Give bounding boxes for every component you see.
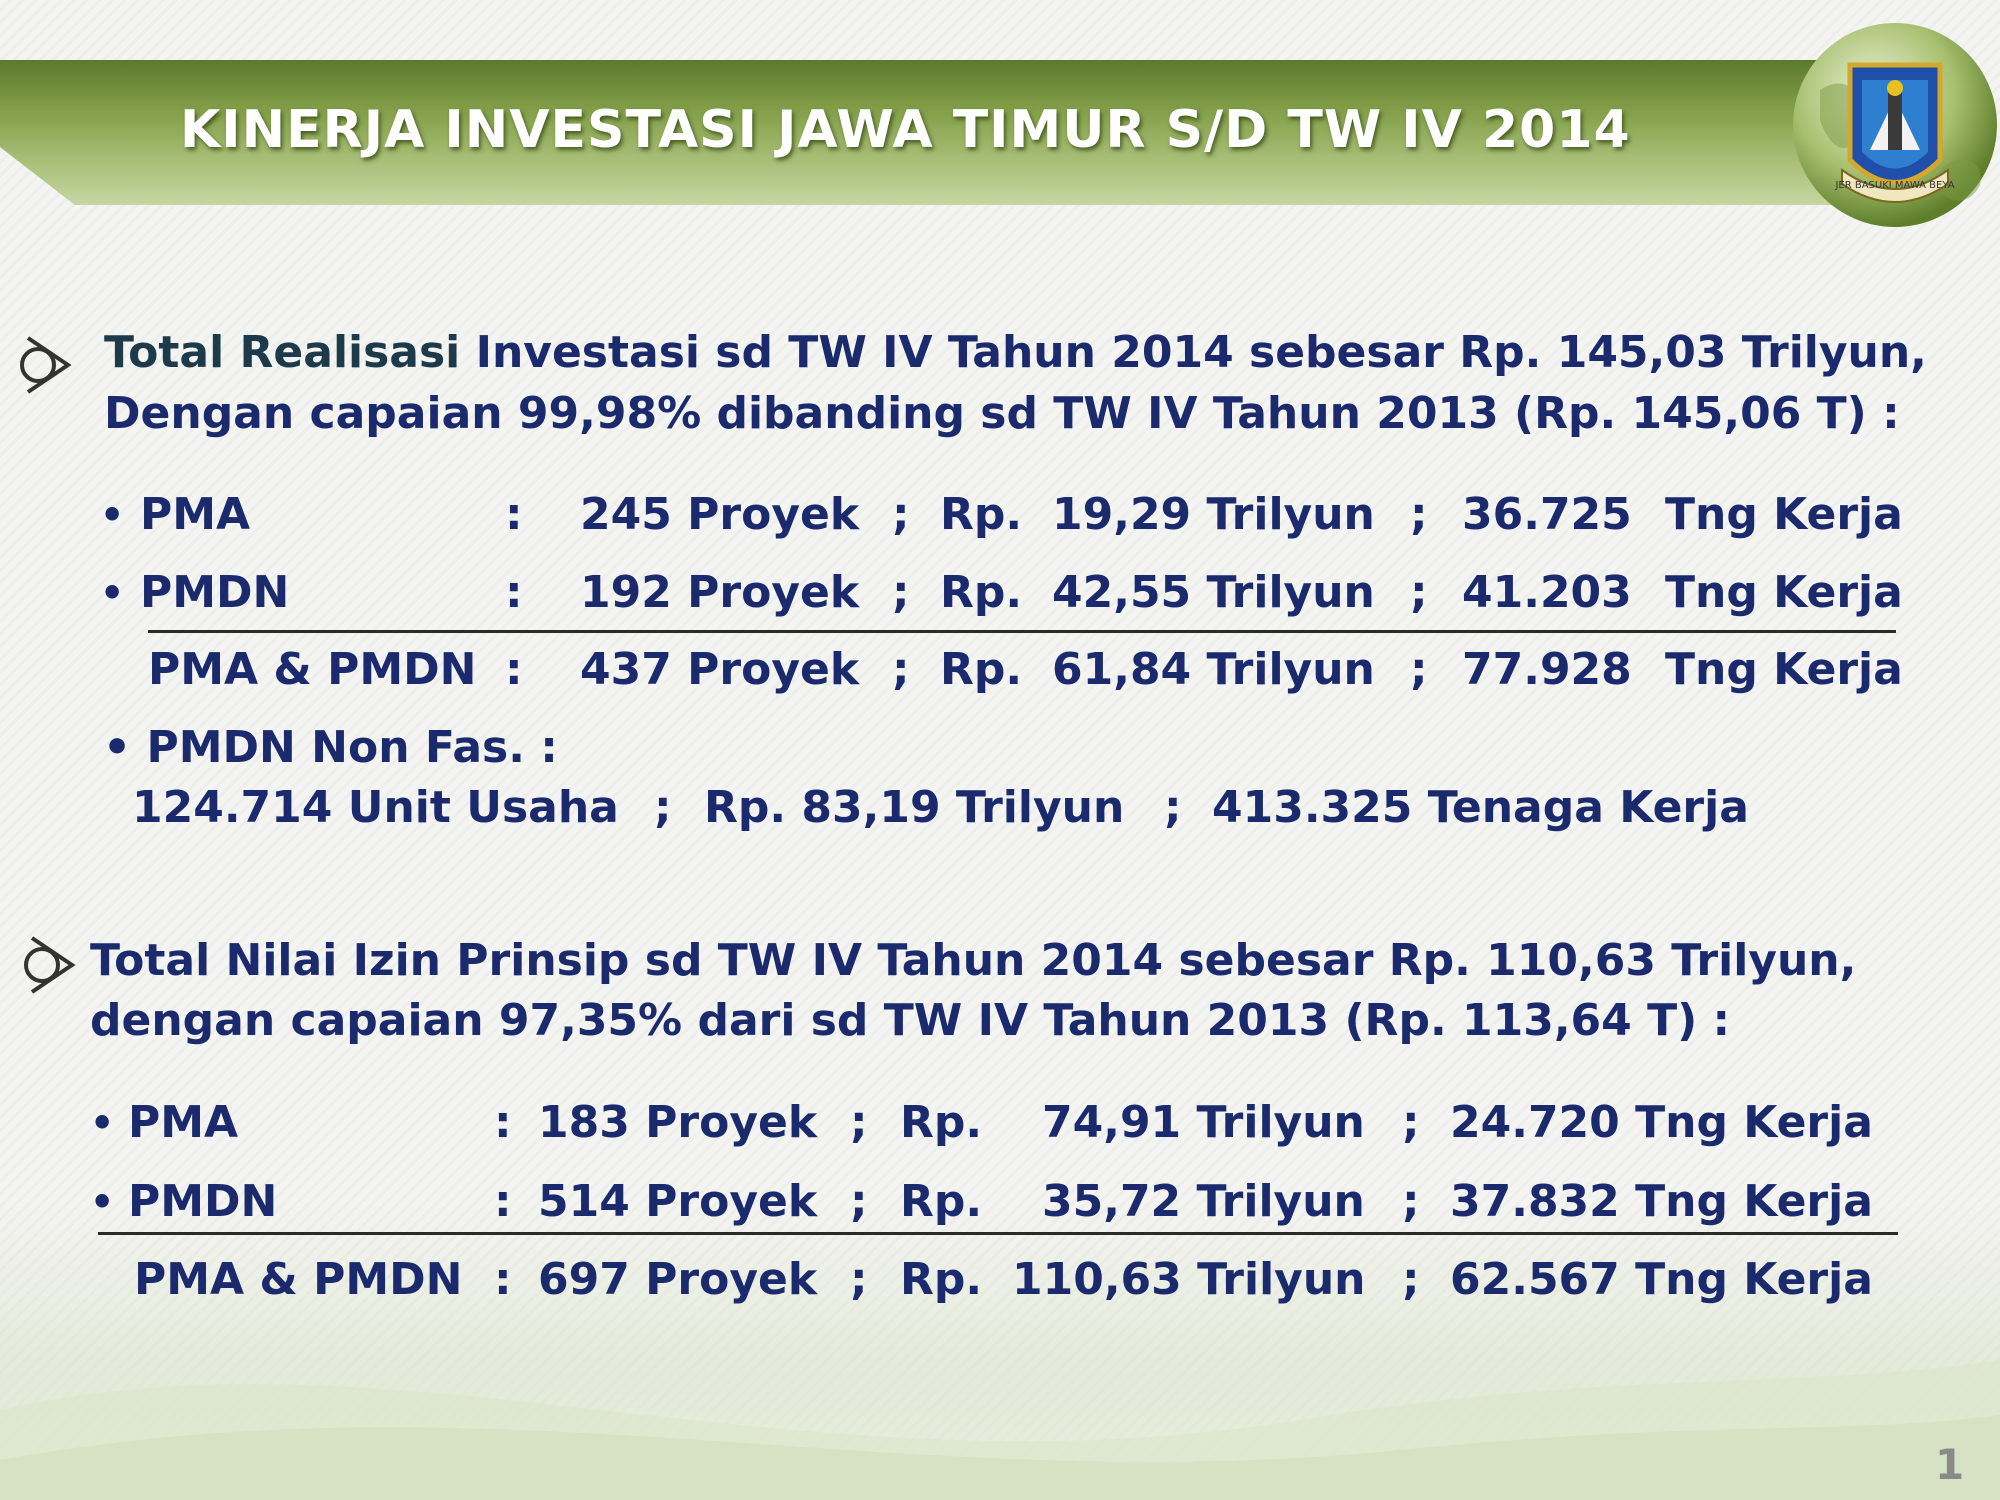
row-workers: 36.725	[1462, 489, 1632, 540]
section2-row-total: PMA & PMDN : 697 Proyek ; Rp. 110,63 Tri…	[90, 1250, 1890, 1310]
row-colon: :	[505, 489, 523, 540]
section2-heading-line1: Total Nilai Izin Prinsip sd TW IV Tahun …	[90, 935, 1857, 986]
section2-heading-line2: dengan capaian 97,35% dari sd TW IV Tahu…	[90, 995, 1731, 1046]
row-rp: Rp.	[900, 1176, 983, 1227]
row-sep: ;	[1410, 489, 1428, 540]
row-sep: ;	[1402, 1097, 1420, 1148]
row-colon: :	[494, 1176, 512, 1227]
row-label: PMA & PMDN	[148, 644, 477, 695]
row-proyek: 192 Proyek	[580, 567, 860, 618]
row-amount: 74,91 Trilyun	[1042, 1097, 1365, 1148]
row-rp: Rp.	[900, 1097, 983, 1148]
row-sep: ;	[1402, 1254, 1420, 1305]
section2-row-pmdn: • PMDN : 514 Proyek ; Rp. 35,72 Trilyun …	[90, 1172, 1890, 1232]
row-sep: ;	[1410, 567, 1428, 618]
row-workers: 77.928	[1462, 644, 1632, 695]
row-unit: Tng Kerja	[1665, 489, 1903, 540]
row-rp: Rp.	[940, 489, 1023, 540]
row-label: PMDN	[140, 567, 290, 618]
row-bullet: •	[90, 1101, 115, 1145]
section1-nonfas-row: 124.714 Unit Usaha ; Rp. 83,19 Trilyun ;…	[132, 778, 1932, 838]
row-sep: ;	[1410, 644, 1428, 695]
nonfas-sep: ;	[654, 782, 672, 833]
row-workers: 24.720 Tng Kerja	[1450, 1097, 1873, 1148]
row-unit: Tng Kerja	[1665, 644, 1903, 695]
nonfas-amount: Rp. 83,19 Trilyun	[704, 782, 1125, 833]
row-amount: 19,29 Trilyun	[1052, 489, 1375, 540]
row-bullet: •	[90, 1180, 115, 1224]
row-sep: ;	[850, 1176, 868, 1227]
row-proyek: 697 Proyek	[538, 1254, 818, 1305]
section1-heading-lead: Total Realisasi	[104, 327, 461, 378]
row-sep: ;	[892, 567, 910, 618]
row-unit: Tng Kerja	[1665, 567, 1903, 618]
row-sep: ;	[850, 1254, 868, 1305]
provincial-logo-globe: JER BASUKI MAWA BEYA	[1790, 20, 2000, 230]
decorative-bottom-wave	[0, 1200, 2000, 1500]
chevron-circle-icon	[24, 936, 76, 994]
row-amount: 61,84 Trilyun	[1052, 644, 1375, 695]
row-workers: 41.203	[1462, 567, 1632, 618]
row-proyek: 514 Proyek	[538, 1176, 818, 1227]
row-proyek: 437 Proyek	[580, 644, 860, 695]
row-rp: Rp.	[940, 644, 1023, 695]
row-sep: ;	[1402, 1176, 1420, 1227]
logo-motto-text: JER BASUKI MAWA BEYA	[1834, 180, 1954, 191]
row-colon: :	[494, 1097, 512, 1148]
row-rp: Rp.	[940, 567, 1023, 618]
section1-heading-line1: Total Realisasi Investasi sd TW IV Tahun…	[104, 322, 1927, 384]
nonfas-units: 124.714 Unit Usaha	[132, 782, 619, 833]
row-proyek: 245 Proyek	[580, 489, 860, 540]
row-proyek: 183 Proyek	[538, 1097, 818, 1148]
nonfas-workers: 413.325 Tenaga Kerja	[1212, 782, 1749, 833]
page-number: 1	[1935, 1440, 1965, 1489]
row-label: PMA	[140, 489, 251, 540]
section1-nonfas-label: • PMDN Non Fas. :	[103, 722, 558, 773]
row-sep: ;	[850, 1097, 868, 1148]
row-workers: 37.832 Tng Kerja	[1450, 1176, 1873, 1227]
section2-row-pma: • PMA : 183 Proyek ; Rp. 74,91 Trilyun ;…	[90, 1093, 1890, 1153]
row-label: PMA & PMDN	[134, 1254, 463, 1305]
row-label: PMDN	[128, 1176, 278, 1227]
row-label: PMA	[128, 1097, 239, 1148]
row-sep: ;	[892, 644, 910, 695]
section1-sum-divider	[148, 630, 1896, 633]
section1-heading-line2: Dengan capaian 99,98% dibanding sd TW IV…	[104, 388, 1900, 439]
row-colon: :	[505, 567, 523, 618]
row-amount: 42,55 Trilyun	[1052, 567, 1375, 618]
row-rp: Rp.	[900, 1254, 983, 1305]
section2-sum-divider	[98, 1232, 1898, 1235]
section1-heading-rest: Investasi sd TW IV Tahun 2014 sebesar Rp…	[460, 327, 1927, 378]
row-bullet: •	[100, 493, 125, 537]
row-colon: :	[494, 1254, 512, 1305]
row-amount: 35,72 Trilyun	[1042, 1176, 1365, 1227]
section1-row-total: PMA & PMDN : 437 Proyek ; Rp. 61,84 Tril…	[100, 640, 1903, 700]
row-colon: :	[505, 644, 523, 695]
nonfas-sep: ;	[1164, 782, 1182, 833]
section1-row-pmdn: • PMDN : 192 Proyek ; Rp. 42,55 Trilyun …	[100, 563, 1903, 623]
row-workers: 62.567 Tng Kerja	[1450, 1254, 1873, 1305]
section1-row-pma: • PMA : 245 Proyek ; Rp. 19,29 Trilyun ;…	[100, 485, 1903, 545]
row-bullet: •	[100, 571, 125, 615]
row-amount: 110,63 Trilyun	[1012, 1254, 1366, 1305]
row-sep: ;	[892, 489, 910, 540]
chevron-circle-icon	[20, 336, 72, 394]
title-banner	[0, 60, 1870, 205]
slide-title: KINERJA INVESTASI JAWA TIMUR S/D TW IV 2…	[180, 100, 1631, 160]
